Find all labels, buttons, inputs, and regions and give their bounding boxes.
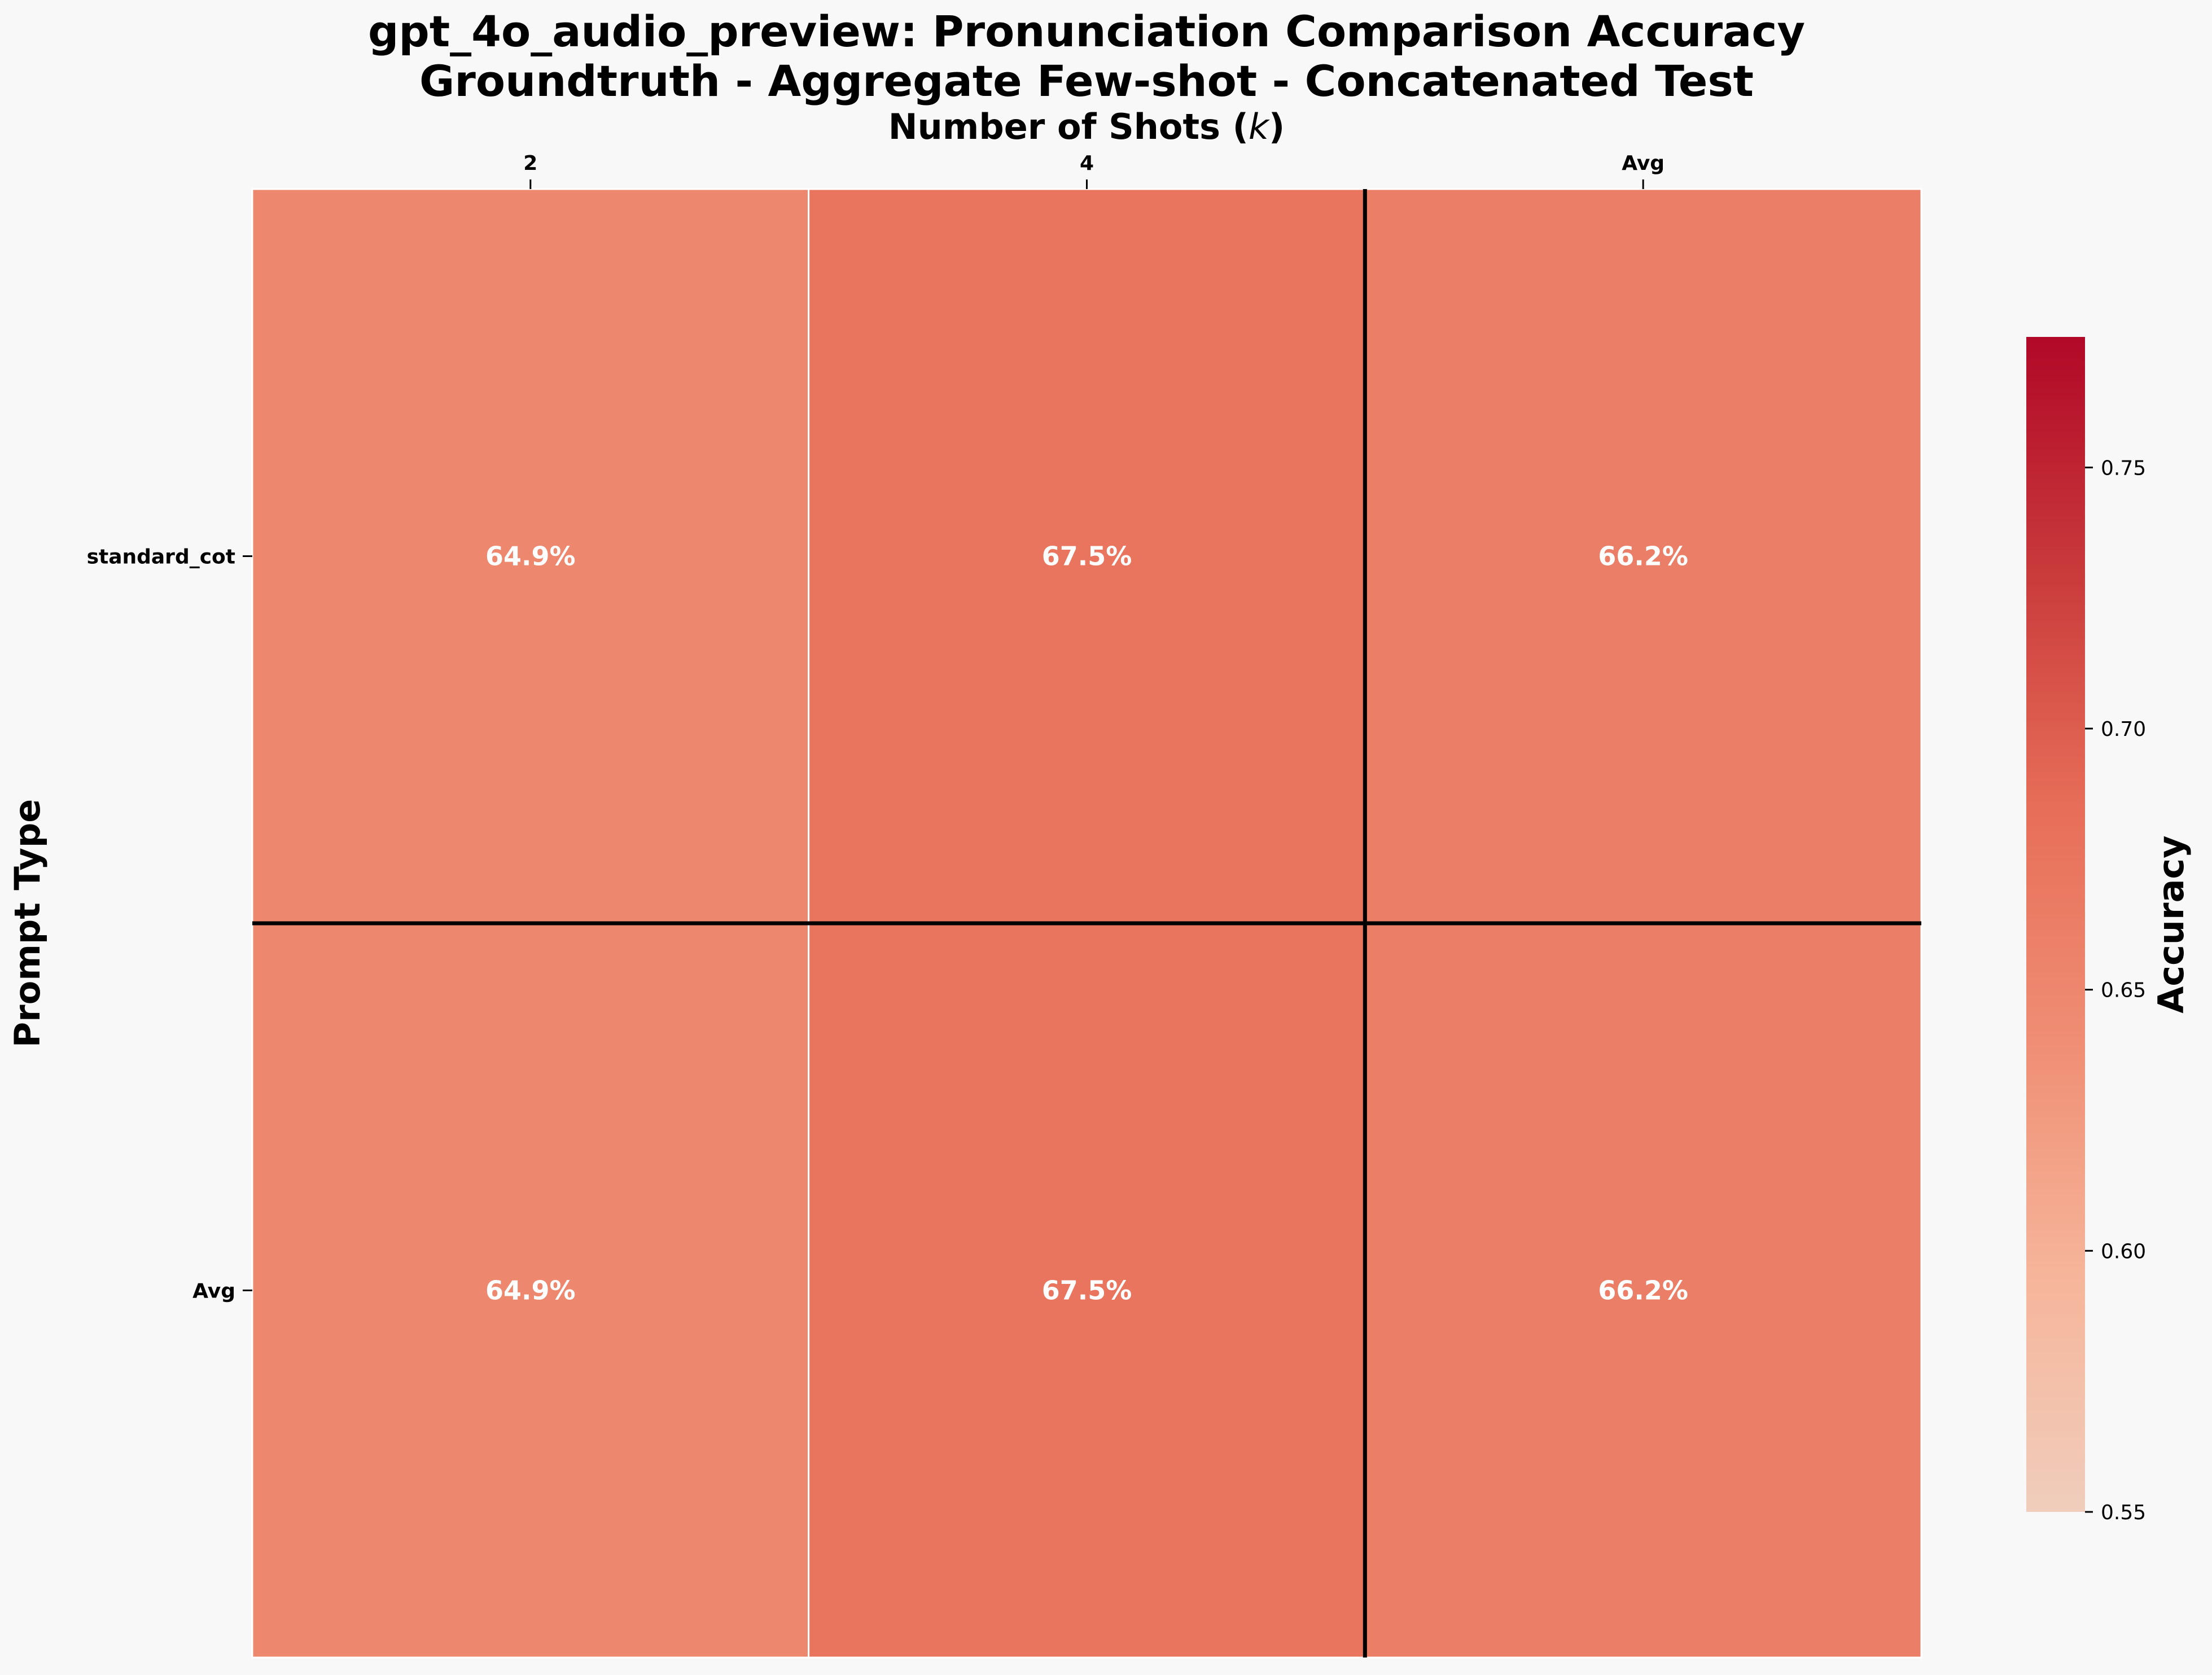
colorbar-ticks: 0.55 0.60 0.65 0.70 0.75 [2085, 457, 2146, 1524]
x-axis-label-variable: k [1249, 106, 1270, 147]
heatmap-cell [808, 922, 1366, 1659]
x-axis-label: Number of Shots (k) [888, 106, 1285, 147]
heatmap-cell [251, 188, 810, 924]
colorbar-label: Accuracy [2150, 835, 2192, 1013]
x-axis-label-prefix: Number of Shots ( [888, 106, 1249, 147]
heatmap-cell [1364, 922, 1922, 1659]
heatmap-cell [1364, 188, 1922, 924]
x-axis-label-suffix: ) [1269, 106, 1285, 147]
cell-value-label: 64.9% [485, 1275, 576, 1306]
x-tick-label: 4 [1080, 152, 1094, 175]
cell-value-label: 67.5% [1042, 1275, 1132, 1306]
cell-value-label: 67.5% [1042, 541, 1132, 572]
y-axis-ticks: standard_cot Avg [87, 546, 252, 1303]
colorbar [2026, 337, 2085, 1512]
colorbar-tick-label: 0.65 [2101, 979, 2146, 1002]
heatmap-cell [251, 922, 810, 1659]
cell-value-label: 64.9% [485, 541, 576, 572]
x-tick-label: 2 [523, 152, 537, 175]
colorbar-tick-label: 0.60 [2101, 1240, 2146, 1263]
heatmap-cells [251, 188, 1922, 1659]
chart-subtitle: Groundtruth - Aggregate Few-shot - Conca… [419, 56, 1754, 106]
cell-value-label: 66.2% [1598, 541, 1688, 572]
y-tick-label: standard_cot [87, 546, 235, 569]
y-axis-label: Prompt Type [7, 799, 48, 1048]
chart-title: gpt_4o_audio_preview: Pronunciation Comp… [368, 6, 1805, 56]
cell-value-label: 66.2% [1598, 1275, 1688, 1306]
colorbar-tick-label: 0.55 [2101, 1501, 2146, 1524]
separator-lines [252, 189, 1921, 1658]
colorbar-tick-label: 0.70 [2101, 718, 2146, 741]
heatmap-cell-labels: 64.9% 67.5% 66.2% 64.9% 67.5% 66.2% [485, 541, 1688, 1306]
x-axis-ticks: 2 4 Avg [523, 152, 1665, 189]
x-tick-label: Avg [1622, 152, 1665, 175]
colorbar-tick-label: 0.75 [2101, 457, 2146, 480]
y-tick-label: Avg [192, 1280, 235, 1303]
